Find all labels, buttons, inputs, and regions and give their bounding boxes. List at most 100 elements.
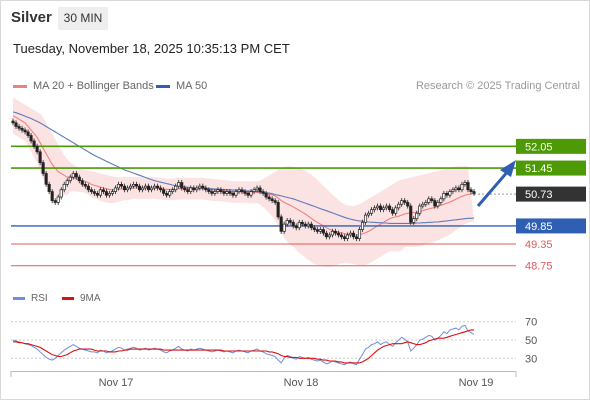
candle-body	[433, 200, 437, 207]
candle-body	[65, 180, 69, 185]
candle-body	[56, 196, 60, 203]
candle-body	[388, 205, 392, 211]
candle-body	[110, 191, 114, 194]
candle-body	[44, 173, 48, 185]
candle-body	[327, 234, 331, 238]
candle-body	[354, 236, 359, 239]
candle-body	[92, 191, 96, 194]
candle-body	[439, 198, 443, 203]
level-label-bg-2	[516, 186, 586, 202]
candle-body	[98, 189, 102, 196]
level-label-bg-1	[516, 160, 586, 176]
x-tick-label-1: Nov 18	[284, 377, 319, 389]
price-pane: 52.05 51.45 50.73 49.85 49.35 48.75	[11, 97, 586, 273]
candle-body	[445, 193, 449, 196]
candle-body	[418, 205, 422, 214]
legend-ma20-swatch	[13, 84, 27, 88]
candle-body	[116, 183, 121, 189]
candle-body	[95, 193, 99, 196]
legend-rsi: RSI	[13, 293, 48, 304]
candle-body	[397, 203, 401, 209]
rsi-9ma-line	[13, 329, 474, 364]
candle-body	[255, 187, 259, 191]
candle-body	[357, 229, 362, 239]
candle-body	[207, 189, 211, 192]
candle-body	[11, 120, 15, 124]
candle-body	[195, 187, 199, 191]
candle-body	[180, 182, 184, 189]
candle-body	[427, 198, 431, 203]
legend-ma50-swatch	[156, 84, 170, 88]
candle-body	[71, 173, 75, 178]
candle-body	[285, 220, 289, 225]
candle-body	[107, 193, 111, 196]
candle-body	[370, 209, 374, 214]
timeframe-badge[interactable]: 30 MIN	[58, 7, 108, 30]
candle-body	[32, 140, 36, 147]
legend-ma20-label: MA 20 + Bollinger Bands	[33, 80, 154, 92]
legend-rsi-swatch	[13, 297, 25, 300]
candle-body	[216, 189, 220, 192]
candle-body	[186, 189, 190, 192]
legend-ma50-label: MA 50	[176, 80, 208, 92]
candle-body	[457, 187, 461, 191]
level-label-2: 50.73	[525, 189, 553, 201]
candle-body	[324, 232, 328, 238]
candle-body	[168, 191, 172, 196]
candle-body	[131, 183, 136, 187]
candle-body	[41, 162, 45, 174]
candle-body	[430, 198, 434, 201]
candle-body	[379, 205, 383, 211]
candle-body	[86, 185, 90, 191]
candle-body	[137, 185, 142, 191]
candle-body	[153, 185, 157, 189]
candle-body	[26, 131, 30, 136]
candle-body	[23, 129, 27, 133]
candle-body	[412, 218, 416, 223]
level-label-1: 51.45	[525, 163, 553, 175]
candle-body	[141, 187, 145, 191]
candle-body	[415, 212, 419, 220]
candle-body	[309, 223, 313, 229]
candle-body	[219, 189, 223, 192]
candle-body	[321, 229, 325, 234]
candle-body	[222, 191, 226, 194]
candle-body	[288, 220, 292, 223]
rsi-pane: 70 50 30	[11, 317, 537, 366]
candle-body	[454, 187, 458, 191]
candle-body	[204, 187, 208, 191]
candle-body	[77, 176, 81, 182]
candle-body	[336, 232, 340, 236]
candle-body	[147, 185, 151, 191]
candle-body	[333, 231, 337, 234]
candle-body	[376, 205, 380, 209]
candle-body	[228, 191, 232, 194]
level-label-4: 49.35	[525, 239, 553, 251]
x-tick-label-2: Nov 19	[459, 377, 494, 389]
candle-body	[421, 203, 425, 207]
candle-body	[240, 189, 244, 192]
candle-body	[466, 182, 470, 191]
candle-body	[282, 223, 286, 232]
candle-body	[29, 135, 33, 142]
legend-9ma: 9MA	[62, 293, 101, 304]
candle-body	[128, 185, 133, 189]
candle-body	[47, 183, 51, 192]
credit-text: Research © 2025 Trading Central	[415, 80, 580, 92]
candle-body	[351, 232, 356, 238]
candle-body	[150, 187, 154, 191]
candle-body	[243, 191, 247, 194]
level-label-bg-3	[516, 218, 586, 234]
candle-body	[436, 202, 440, 207]
candle-body	[53, 200, 57, 203]
candle-body	[171, 189, 175, 192]
candle-body	[366, 212, 371, 216]
candle-body	[14, 122, 18, 127]
forecast-arrow-head	[500, 160, 516, 177]
candle-body	[472, 191, 476, 194]
candle-body	[68, 176, 72, 182]
candle-body	[252, 189, 256, 192]
candle-body	[144, 185, 148, 189]
candle-body	[276, 202, 280, 218]
